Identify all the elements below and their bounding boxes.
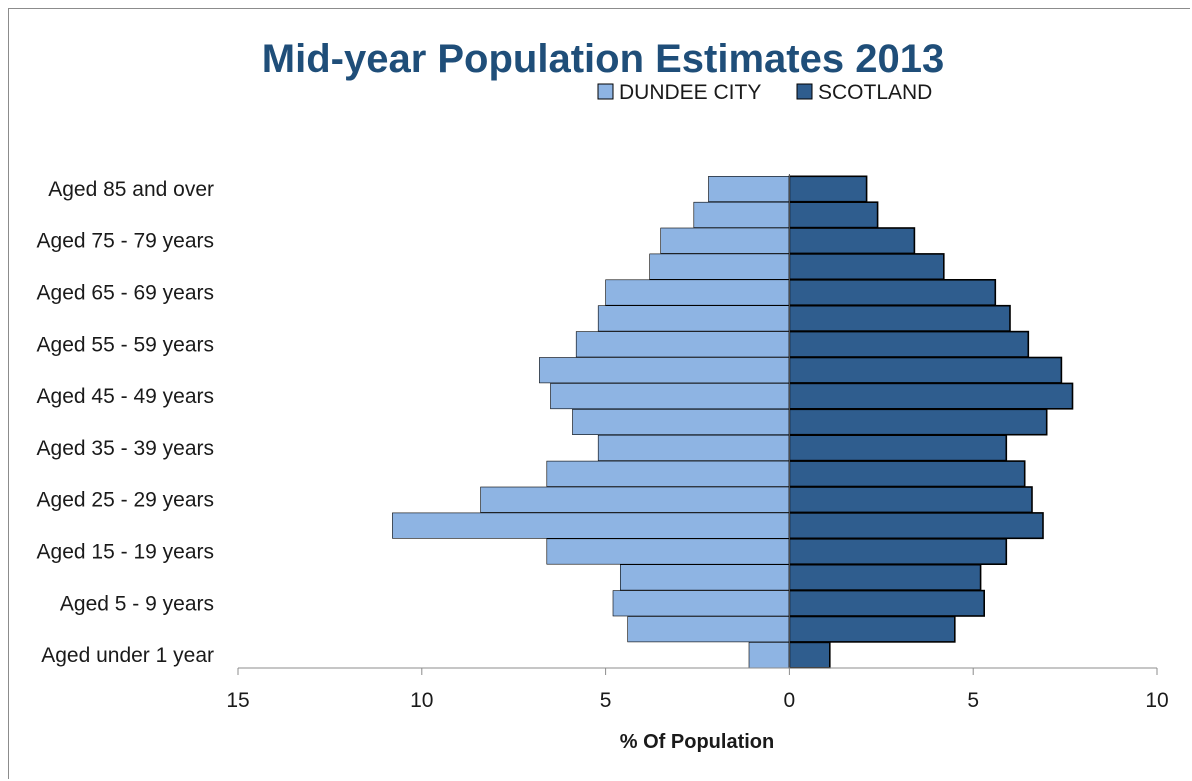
legend-swatch-dundee [597, 83, 614, 100]
x-tick-label-3: 0 [784, 689, 796, 712]
bar-scotland-4 [788, 537, 1008, 565]
bar-dundee-1 [627, 616, 790, 643]
legend-swatch-scotland [796, 83, 813, 100]
bar-dundee-4 [546, 538, 790, 565]
bar-dundee-11 [539, 357, 790, 384]
category-label-10: Aged 45 - 49 years [37, 385, 214, 408]
bar-scotland-14 [788, 278, 997, 306]
bar-scotland-6 [788, 486, 1033, 514]
x-tick-label-1: 10 [410, 689, 433, 712]
category-label-18: Aged 85 and over [48, 178, 214, 201]
bar-scotland-18 [788, 175, 868, 203]
bar-dundee-5 [392, 512, 790, 539]
x-tick-label-4: 5 [967, 689, 979, 712]
bar-dundee-16 [660, 227, 790, 254]
bar-scotland-16 [788, 227, 916, 255]
bar-dundee-9 [572, 408, 790, 435]
bar-scotland-2 [788, 589, 986, 617]
chart-title: Mid-year Population Estimates 2013 [262, 37, 944, 81]
bar-dundee-6 [480, 486, 790, 513]
legend-label-dundee: DUNDEE CITY [619, 81, 761, 104]
bar-scotland-5 [788, 512, 1044, 540]
bar-scotland-12 [788, 330, 1030, 358]
bar-scotland-1 [788, 615, 956, 643]
category-label-12: Aged 55 - 59 years [37, 333, 214, 356]
x-axis: 15 10 5 0 5 10 [226, 174, 1169, 712]
x-tick-label-0: 15 [226, 689, 249, 712]
bar-dundee-12 [575, 331, 790, 358]
bar-scotland-0 [788, 641, 831, 669]
category-label-6: Aged 25 - 29 years [37, 489, 214, 512]
bar-dundee-14 [605, 279, 790, 306]
bar-dundee-17 [693, 201, 790, 228]
category-label-8: Aged 35 - 39 years [37, 437, 214, 460]
bar-scotland-15 [788, 253, 945, 281]
bar-dundee-15 [649, 253, 790, 280]
bar-dundee-7 [546, 460, 790, 487]
bar-scotland-13 [788, 304, 1011, 332]
bar-scotland-8 [788, 434, 1008, 462]
legend: DUNDEE CITY SCOTLAND [597, 81, 932, 104]
x-axis-label: % Of Population [620, 731, 774, 753]
category-label-4: Aged 15 - 19 years [37, 541, 214, 564]
x-tick-label-5: 10 [1145, 689, 1168, 712]
legend-label-scotland: SCOTLAND [818, 81, 932, 104]
category-label-14: Aged 65 - 69 years [37, 282, 214, 305]
bar-dundee-8 [597, 434, 790, 461]
bar-dundee-18 [708, 176, 790, 203]
bar-dundee-13 [597, 305, 790, 332]
bars [392, 175, 1074, 669]
category-label-0: Aged under 1 year [41, 644, 214, 667]
category-label-16: Aged 75 - 79 years [37, 230, 214, 253]
bar-scotland-3 [788, 563, 982, 591]
x-tick-label-2: 5 [600, 689, 612, 712]
bar-scotland-11 [788, 356, 1063, 384]
category-labels: Aged under 1 year Aged 5 - 9 years Aged 15… [37, 178, 214, 667]
bar-dundee-2 [612, 590, 790, 617]
bar-dundee-0 [748, 642, 790, 669]
bar-dundee-3 [619, 564, 790, 591]
bar-dundee-10 [550, 383, 790, 410]
category-label-2: Aged 5 - 9 years [60, 592, 214, 615]
bar-scotland-9 [788, 408, 1048, 436]
bar-scotland-17 [788, 201, 879, 229]
bar-scotland-10 [788, 382, 1074, 410]
bar-scotland-7 [788, 460, 1026, 488]
